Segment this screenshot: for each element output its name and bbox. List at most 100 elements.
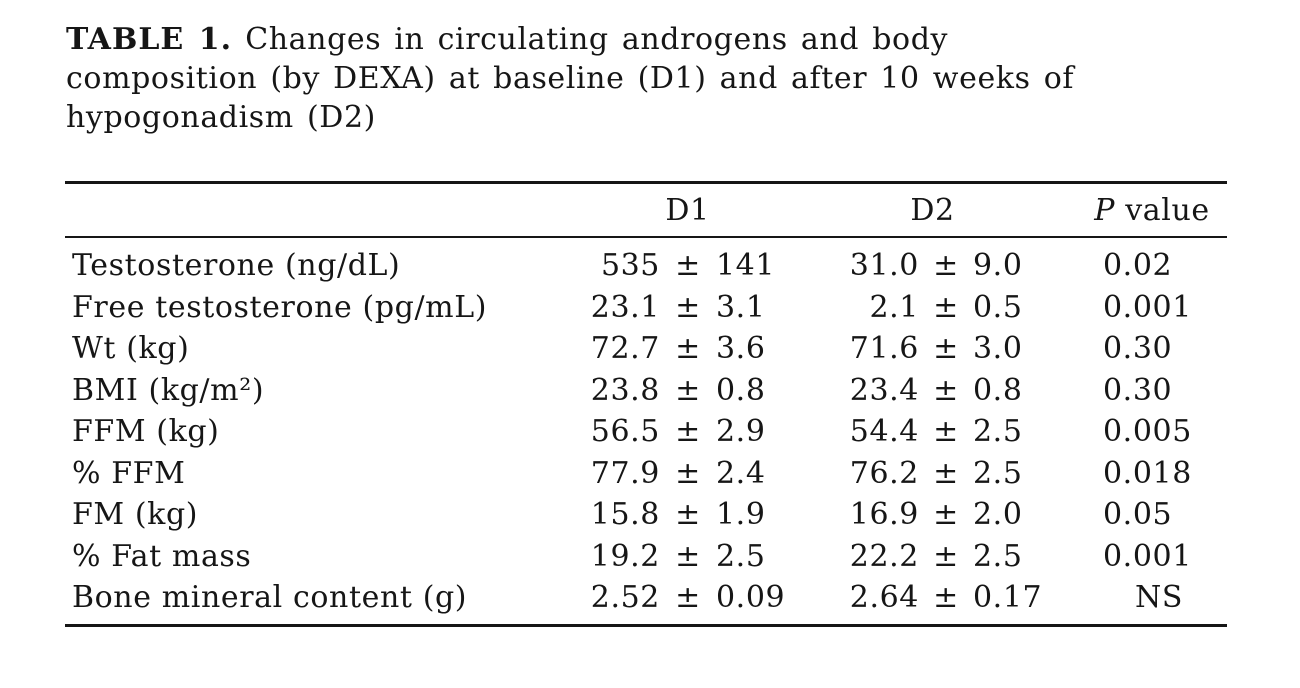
d2-mean: 54.4 (849, 414, 919, 450)
d1-value-cell: 535 ±141 (565, 248, 810, 283)
plus-minus-sign: ± (675, 331, 701, 367)
d2-error: 2.5 (973, 455, 1023, 491)
plus-minus-sign: ± (933, 580, 959, 616)
caption-line-1: TABLE 1. Changes in circulating androgen… (66, 20, 1206, 59)
pvalue-cell: 0.30 (1055, 331, 1227, 366)
d1-value-cell: 2.52 ±0.09 (565, 580, 810, 615)
d2-mean: 71.6 (849, 331, 919, 367)
d2-mean: 2.64 (849, 580, 919, 616)
d2-error: 2.5 (973, 414, 1023, 450)
table-header-row: D1 D2 P value (65, 184, 1227, 236)
d2-mean: 31.0 (849, 248, 919, 284)
pvalue-cell: 0.30 (1055, 373, 1227, 408)
d1-error: 2.5 (716, 538, 766, 574)
pvalue: 0.02 (1103, 248, 1173, 284)
d2-error: 0.17 (973, 580, 1043, 616)
table-row: Free testosterone (pg/mL) 23.1 ±3.1 2.1 ±0… (65, 287, 1227, 329)
table-row: % FFM 77.9 ±2.4 76.2 ±2.5 0.018 (65, 453, 1227, 495)
table-row: Wt (kg) 72.7 ±3.6 71.6 ±3.0 0.30 (65, 328, 1227, 370)
pvalue: 0.001 (1103, 289, 1192, 325)
pvalue: 0.30 (1103, 372, 1173, 408)
row-label: Free testosterone (pg/mL) (72, 289, 488, 325)
row-label: FFM (kg) (72, 414, 220, 450)
d1-mean: 23.8 (590, 372, 660, 408)
plus-minus-sign: ± (675, 372, 701, 408)
plus-minus-sign: ± (933, 248, 959, 284)
d2-value-cell: 16.9 ±2.0 (810, 497, 1055, 532)
plus-minus-sign: ± (933, 414, 959, 450)
d2-error: 2.0 (973, 497, 1023, 533)
plus-minus-sign: ± (933, 331, 959, 367)
d1-mean: 15.8 (590, 497, 660, 533)
d1-error: 2.4 (716, 455, 766, 491)
plus-minus-sign: ± (933, 497, 959, 533)
d2-value-cell: 2.1 ±0.5 (810, 290, 1055, 325)
table-caption: TABLE 1. Changes in circulating androgen… (66, 20, 1206, 137)
d1-value-cell: 77.9 ±2.4 (565, 456, 810, 491)
d2-value-cell: 22.2 ±2.5 (810, 539, 1055, 574)
caption-text-1: Changes in circulating androgens and bod… (245, 22, 949, 57)
table-row: FFM (kg) 56.5 ±2.9 54.4 ±2.5 0.005 (65, 411, 1227, 453)
d1-value-cell: 72.7 ±3.6 (565, 331, 810, 366)
row-label: % Fat mass (72, 538, 252, 574)
table-bottom-rule (65, 623, 1227, 627)
d1-error: 0.09 (716, 580, 786, 616)
data-table: D1 D2 P value Testosterone (ng/dL) 535 ±1… (65, 181, 1227, 627)
row-label: FM (kg) (72, 497, 199, 533)
plus-minus-sign: ± (675, 538, 701, 574)
table-row: Bone mineral content (g) 2.52 ±0.09 2.64 ±… (65, 577, 1227, 619)
d2-value-cell: 2.64 ±0.17 (810, 580, 1055, 615)
plus-minus-sign: ± (675, 248, 701, 284)
pvalue-cell: 0.001 (1055, 290, 1227, 325)
plus-minus-sign: ± (675, 580, 701, 616)
plus-minus-sign: ± (933, 538, 959, 574)
d2-error: 3.0 (973, 331, 1023, 367)
caption-line-2: composition (by DEXA) at baseline (D1) a… (66, 61, 1075, 96)
pvalue-cell: 0.05 (1055, 497, 1227, 532)
d2-mean: 23.4 (849, 372, 919, 408)
d1-mean: 535 (600, 248, 660, 284)
pvalue: NS (1134, 580, 1183, 616)
row-label: % FFM (72, 455, 186, 491)
row-label: BMI (kg/m²) (72, 372, 265, 408)
d1-error: 3.6 (716, 331, 766, 367)
plus-minus-sign: ± (675, 414, 701, 450)
table-top-rule (65, 181, 1227, 184)
d2-mean: 2.1 (869, 289, 919, 325)
d1-mean: 23.1 (590, 289, 660, 325)
d1-mean: 77.9 (590, 455, 660, 491)
plus-minus-sign: ± (933, 372, 959, 408)
d1-error: 3.1 (716, 289, 766, 325)
pvalue-cell: 0.018 (1055, 456, 1227, 491)
plus-minus-sign: ± (675, 455, 701, 491)
d1-error: 141 (716, 248, 776, 284)
pvalue: 0.30 (1103, 331, 1173, 367)
column-header-pvalue: P value (1055, 193, 1227, 228)
plus-minus-sign: ± (933, 289, 959, 325)
d2-mean: 22.2 (849, 538, 919, 574)
table-row: BMI (kg/m²) 23.8 ±0.8 23.4 ±0.8 0.30 (65, 370, 1227, 412)
d2-error: 0.8 (973, 372, 1023, 408)
d2-mean: 76.2 (849, 455, 919, 491)
d2-value-cell: 31.0 ±9.0 (810, 248, 1055, 283)
d1-value-cell: 23.8 ±0.8 (565, 373, 810, 408)
pvalue: 0.001 (1103, 538, 1192, 574)
d1-mean: 56.5 (590, 414, 660, 450)
pvalue-cell: 0.001 (1055, 539, 1227, 574)
d1-mean: 19.2 (590, 538, 660, 574)
row-label: Testosterone (ng/dL) (72, 248, 401, 284)
column-header-d2: D2 (910, 192, 955, 228)
d1-error: 1.9 (716, 497, 766, 533)
pvalue-cell: NS (1055, 580, 1227, 615)
table-body: Testosterone (ng/dL) 535 ±141 31.0 ±9.0 0.… (65, 238, 1227, 624)
pvalue-rest: value (1115, 192, 1210, 228)
pvalue: 0.05 (1103, 497, 1173, 533)
plus-minus-sign: ± (675, 289, 701, 325)
d1-error: 2.9 (716, 414, 766, 450)
d2-error: 9.0 (973, 248, 1023, 284)
table-header-rule (65, 236, 1227, 238)
row-label: Bone mineral content (g) (72, 580, 468, 616)
d1-value-cell: 15.8 ±1.9 (565, 497, 810, 532)
d1-mean: 2.52 (590, 580, 660, 616)
pvalue: 0.018 (1103, 455, 1192, 491)
